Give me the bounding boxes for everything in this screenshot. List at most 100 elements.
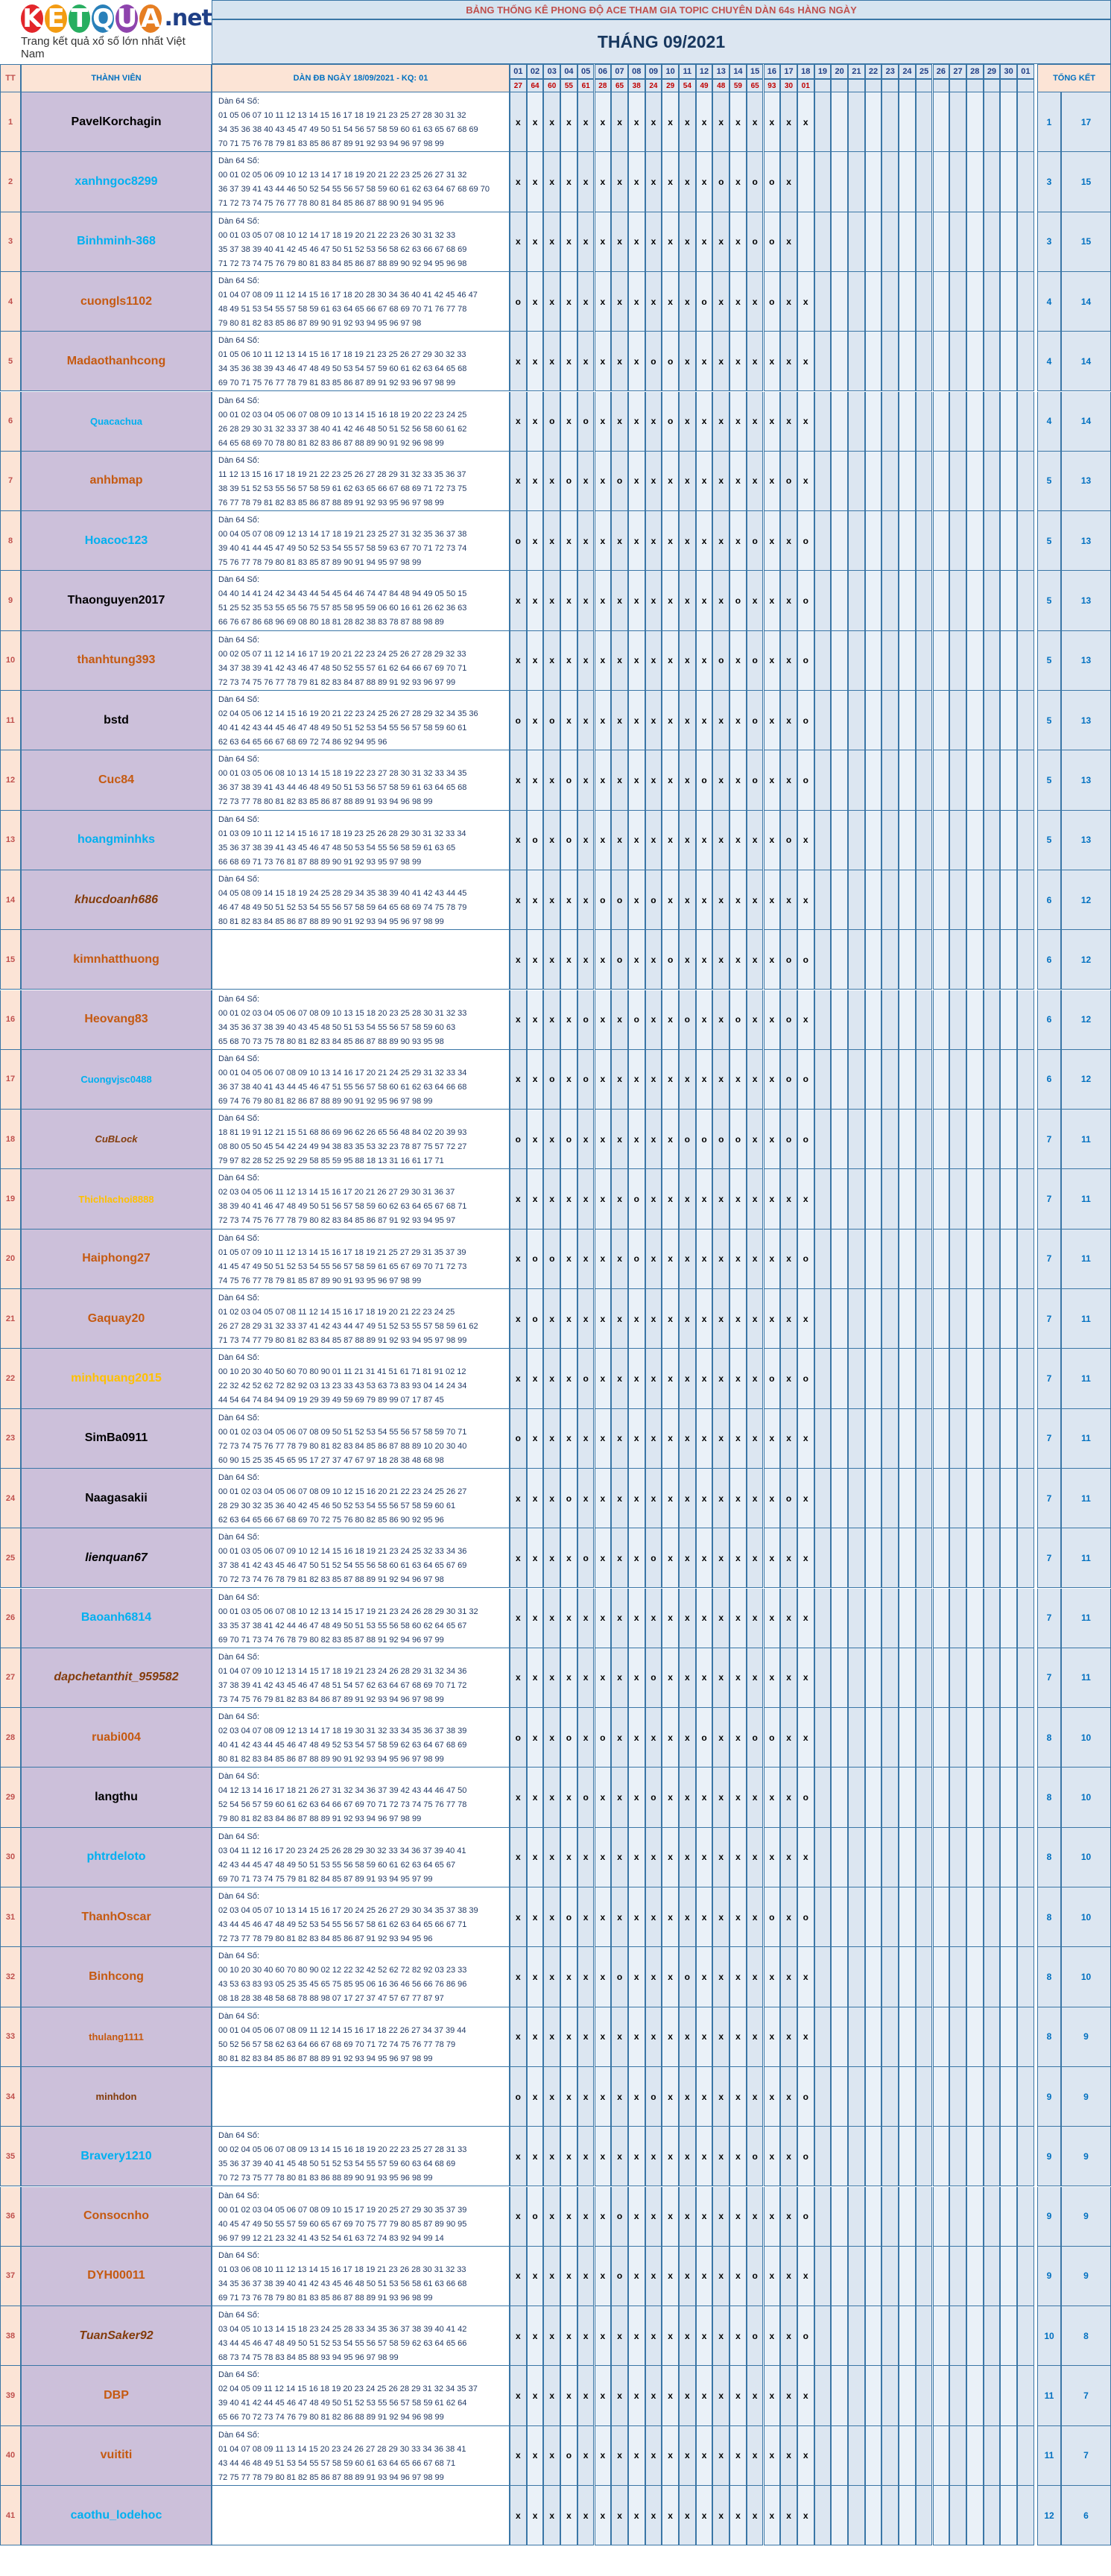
member-name[interactable]: PavelKorchagin (21, 92, 212, 153)
member-dan: Dàn 64 Số: 01 03 06 08 10 11 12 13 14 15 … (212, 2246, 510, 2307)
day-mark: x (746, 2186, 764, 2247)
member-name[interactable]: Haiphong27 (21, 1229, 212, 1289)
member-name[interactable]: TuanSaker92 (21, 2306, 212, 2367)
member-name[interactable]: DYH00011 (21, 2246, 212, 2307)
day-mark: x (543, 212, 561, 272)
day-mark: x (645, 1588, 662, 1648)
day-mark: x (543, 271, 561, 332)
day-mark (949, 271, 966, 332)
member-name[interactable]: Madaothanhcong (21, 332, 212, 392)
member-name[interactable]: vuititi (21, 2425, 212, 2486)
day-mark (814, 212, 832, 272)
day-mark: x (746, 92, 764, 153)
member-name[interactable]: minhdon (21, 2066, 212, 2127)
day-mark: x (611, 1588, 628, 1648)
member-name[interactable]: dapchetanthit_959582 (21, 1648, 212, 1709)
day-mark: x (679, 2486, 696, 2546)
member-name[interactable]: anhbmap (21, 451, 212, 512)
header-result: 28 (594, 79, 612, 92)
total-score: 17 (1061, 92, 1111, 153)
header-day: 17 (780, 64, 797, 79)
member-name[interactable]: SimBa0911 (21, 1408, 212, 1469)
day-mark: x (560, 1947, 577, 2007)
day-mark (932, 1827, 950, 1887)
member-name[interactable]: ThanhOscar (21, 1887, 212, 1948)
member-name[interactable]: Binhcong (21, 1947, 212, 2007)
day-mark: x (594, 810, 612, 870)
dan-line: 68 73 74 75 78 83 84 85 88 93 94 95 96 9… (218, 2353, 399, 2363)
day-mark (932, 930, 950, 990)
day-mark: x (695, 1468, 713, 1529)
site-logo[interactable]: K E T Q U A .net Trang kết quả xổ số lớn nhất … (0, 0, 212, 64)
member-name[interactable]: xanhngoc8299 (21, 152, 212, 212)
member-name[interactable]: CuBLock (21, 1110, 212, 1170)
member-name[interactable]: Gaquay20 (21, 1289, 212, 1349)
day-mark (864, 2186, 882, 2247)
day-mark (1000, 810, 1017, 870)
total-rank: 5 (1037, 691, 1061, 751)
member-name[interactable]: Hoacoc123 (21, 511, 212, 572)
day-mark: x (695, 1349, 713, 1409)
day-mark (983, 2486, 1001, 2546)
member-name[interactable]: phtrdeloto (21, 1827, 212, 1887)
member-name[interactable]: Bravery1210 (21, 2127, 212, 2187)
member-name[interactable]: thulang1111 (21, 2007, 212, 2067)
day-mark: x (526, 870, 544, 931)
member-name[interactable]: Heovang83 (21, 990, 212, 1050)
member-name[interactable]: hoangminhks (21, 810, 212, 870)
member-name[interactable]: bstd (21, 691, 212, 751)
member-name[interactable]: lienquan67 (21, 1528, 212, 1589)
member-name[interactable]: Cuc84 (21, 750, 212, 811)
member-name[interactable]: Thaonguyen2017 (21, 571, 212, 631)
day-mark: x (594, 391, 612, 452)
day-mark (848, 271, 865, 332)
day-mark: x (712, 2007, 730, 2067)
day-mark: x (797, 1468, 814, 1529)
member-name[interactable]: Quacachua (21, 391, 212, 452)
day-mark (881, 2186, 899, 2247)
day-mark (848, 451, 865, 512)
dan-line: Dàn 64 Số: (218, 336, 260, 346)
day-mark (881, 1827, 899, 1887)
member-name[interactable]: minhquang2015 (21, 1349, 212, 1409)
row-number: 8 (0, 511, 21, 572)
member-row: 27 dapchetanthit_959582 Dàn 64 Số: 01 04 07… (0, 1648, 1111, 1709)
member-name[interactable]: khucdoanh686 (21, 870, 212, 931)
day-mark: x (679, 930, 696, 990)
member-row: 17 Cuongvjsc0488 Dàn 64 Số: 00 01 04 05 06 … (0, 1049, 1111, 1110)
day-mark: x (560, 1289, 577, 1349)
day-mark: x (662, 1049, 679, 1110)
member-name[interactable]: langthu (21, 1768, 212, 1828)
day-mark: x (627, 332, 645, 392)
day-mark: x (695, 2486, 713, 2546)
member-name[interactable]: Binhminh-368 (21, 212, 212, 272)
dan-line: 72 73 77 78 79 80 81 82 83 84 85 86 87 9… (218, 1934, 433, 1943)
day-mark: x (662, 750, 679, 811)
day-mark (899, 990, 916, 1050)
day-mark: x (695, 691, 713, 751)
day-mark (915, 1768, 933, 1828)
day-mark: x (712, 2186, 730, 2247)
day-mark: x (577, 1887, 595, 1948)
member-name[interactable]: kimnhatthuong (21, 930, 212, 990)
member-name[interactable]: thanhtung393 (21, 630, 212, 691)
member-dan: Dàn 64 Số: 00 01 02 03 04 05 06 07 08 09 … (212, 391, 510, 452)
member-name[interactable]: Naagasakii (21, 1468, 212, 1529)
day-mark (1017, 212, 1034, 272)
member-name[interactable]: DBP (21, 2366, 212, 2426)
member-name[interactable]: Baoanh6814 (21, 1588, 212, 1648)
dan-line: 00 01 02 05 06 09 10 12 13 14 17 18 19 2… (218, 171, 467, 180)
member-name[interactable]: Cuongvjsc0488 (21, 1049, 212, 1110)
member-name[interactable]: cuongls1102 (21, 271, 212, 332)
day-mark (831, 870, 848, 931)
header-day: 01 (1017, 64, 1034, 79)
day-mark: x (577, 152, 595, 212)
day-mark: x (797, 2425, 814, 2486)
day-mark (949, 1588, 966, 1648)
member-name[interactable]: caothu_lodehoc (21, 2486, 212, 2546)
member-name[interactable]: Consocnho (21, 2186, 212, 2247)
day-mark (983, 1588, 1001, 1648)
member-name[interactable]: ruabi004 (21, 1708, 212, 1768)
day-mark: x (729, 2486, 747, 2546)
member-name[interactable]: Thichlachoi8888 (21, 1169, 212, 1230)
